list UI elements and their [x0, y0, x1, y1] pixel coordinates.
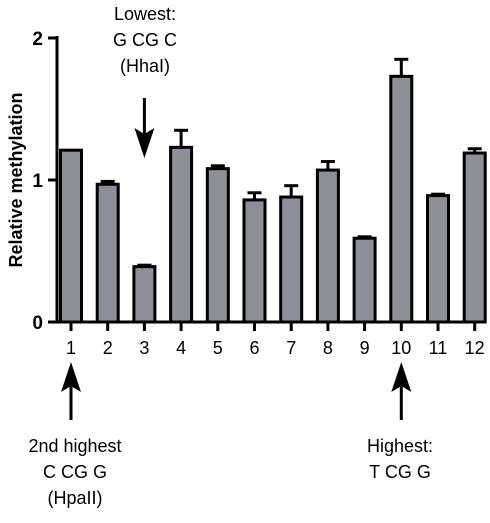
- annotation-3-line-1: G CG C: [113, 30, 177, 50]
- bar-5: [205, 167, 230, 324]
- bar-12: [462, 151, 487, 324]
- y-tick-label-2: 2: [32, 29, 43, 50]
- x-tick-label-2: 2: [103, 338, 113, 358]
- bar-1: [59, 148, 83, 324]
- annotation-10-line-0: Highest:: [367, 436, 433, 456]
- annotation-1-line-2: (HpaII): [47, 488, 102, 508]
- bar-3: [132, 265, 157, 324]
- annotation-1-line-1: C CG G: [43, 462, 107, 482]
- annotation-1-line-0: 2nd highest: [28, 436, 121, 456]
- y-tick-label-0: 0: [32, 313, 43, 334]
- x-tick-label-4: 4: [176, 338, 186, 358]
- bar-11: [426, 194, 450, 324]
- annotation-3-line-2: (HhaI): [120, 56, 170, 76]
- bar-10: [389, 74, 414, 324]
- x-tick-label-10: 10: [391, 338, 411, 358]
- x-tick-label-7: 7: [286, 338, 296, 358]
- y-axis-label: Relative methylation: [6, 92, 26, 267]
- annotation-3-line-0: Lowest:: [114, 4, 176, 24]
- y-tick-label-1: 1: [32, 171, 43, 192]
- x-tick-label-11: 11: [429, 338, 448, 358]
- x-tick-label-9: 9: [360, 338, 370, 358]
- bar-9: [352, 236, 377, 324]
- bar-6: [242, 198, 267, 324]
- bar-7: [279, 195, 304, 324]
- annotation-1-arrow-head: [61, 362, 81, 392]
- annotation-10-arrow-head: [391, 362, 412, 392]
- x-tick-label-6: 6: [249, 338, 259, 358]
- bar-8: [315, 168, 340, 324]
- annotation-3-arrow-head: [134, 128, 155, 158]
- annotation-10-line-1: T CG G: [369, 462, 431, 482]
- bar-2: [95, 182, 120, 324]
- bar-4: [169, 145, 194, 324]
- x-tick-label-5: 5: [213, 338, 223, 358]
- x-tick-label-3: 3: [139, 338, 149, 358]
- x-tick-label-8: 8: [323, 338, 333, 358]
- x-tick-label-1: 1: [66, 338, 76, 358]
- x-tick-label-12: 12: [465, 338, 485, 358]
